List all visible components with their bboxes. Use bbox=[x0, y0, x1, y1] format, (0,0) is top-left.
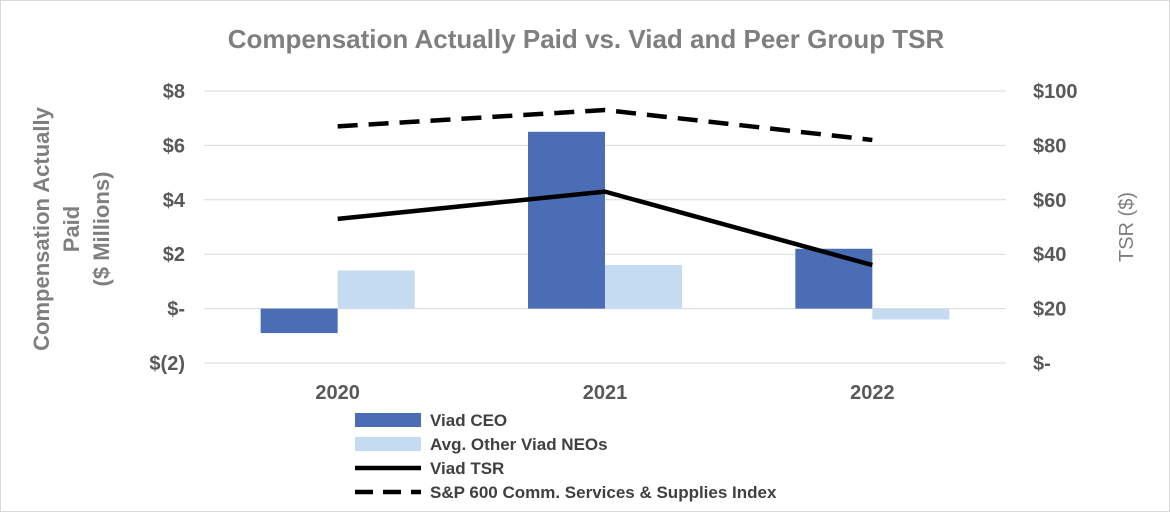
y2-tick-label: $40 bbox=[1033, 244, 1066, 266]
lines bbox=[337, 107, 873, 268]
y-tick-label: $8 bbox=[163, 81, 185, 103]
y2-tick-label: $100 bbox=[1033, 81, 1078, 103]
bar bbox=[528, 131, 605, 309]
y-tick-label: $(2) bbox=[149, 353, 185, 375]
y2-tick-label: $20 bbox=[1033, 299, 1066, 321]
bars bbox=[260, 131, 950, 334]
axes: $8 $6 $4 $2 $- $(2) $100 $80 $60 $40 $20 $- 2020 2021… bbox=[29, 81, 1138, 404]
y-axis-title-line: Compensation Actually bbox=[29, 106, 54, 350]
legend-label: Viad TSR bbox=[430, 459, 504, 478]
chart-title: Compensation Actually Paid vs. Viad and … bbox=[228, 24, 945, 54]
legend: Viad CEO Avg. Other Viad NEOs Viad TSR S&P … bbox=[355, 411, 777, 502]
bar bbox=[605, 265, 682, 309]
y-axis-title-line: Paid bbox=[59, 206, 84, 252]
y-tick-label: $2 bbox=[163, 244, 185, 266]
x-tick-label: 2021 bbox=[583, 382, 628, 404]
y2-axis-title: TSR ($) bbox=[1116, 192, 1138, 262]
sp600-index-line bbox=[337, 107, 873, 143]
y2-tick-label: $80 bbox=[1033, 135, 1066, 157]
y-tick-label: $- bbox=[167, 299, 185, 321]
legend-swatch bbox=[355, 437, 421, 451]
legend-label: Viad CEO bbox=[430, 411, 507, 430]
x-tick-label: 2020 bbox=[315, 382, 360, 404]
bar bbox=[337, 270, 415, 309]
legend-swatch bbox=[355, 413, 421, 427]
bar bbox=[260, 308, 338, 334]
bar bbox=[872, 308, 950, 320]
legend-label: Avg. Other Viad NEOs bbox=[430, 435, 608, 454]
y-axis-title-line: ($ Millions) bbox=[89, 172, 114, 287]
y-tick-label: $4 bbox=[163, 190, 186, 212]
bar bbox=[795, 248, 873, 309]
x-tick-label: 2022 bbox=[850, 382, 895, 404]
legend-label: S&P 600 Comm. Services & Supplies Index bbox=[430, 483, 777, 502]
viad-tsr-line bbox=[337, 189, 873, 268]
y2-tick-label: $- bbox=[1033, 353, 1051, 375]
y-tick-label: $6 bbox=[163, 135, 185, 157]
y2-tick-label: $60 bbox=[1033, 190, 1066, 212]
